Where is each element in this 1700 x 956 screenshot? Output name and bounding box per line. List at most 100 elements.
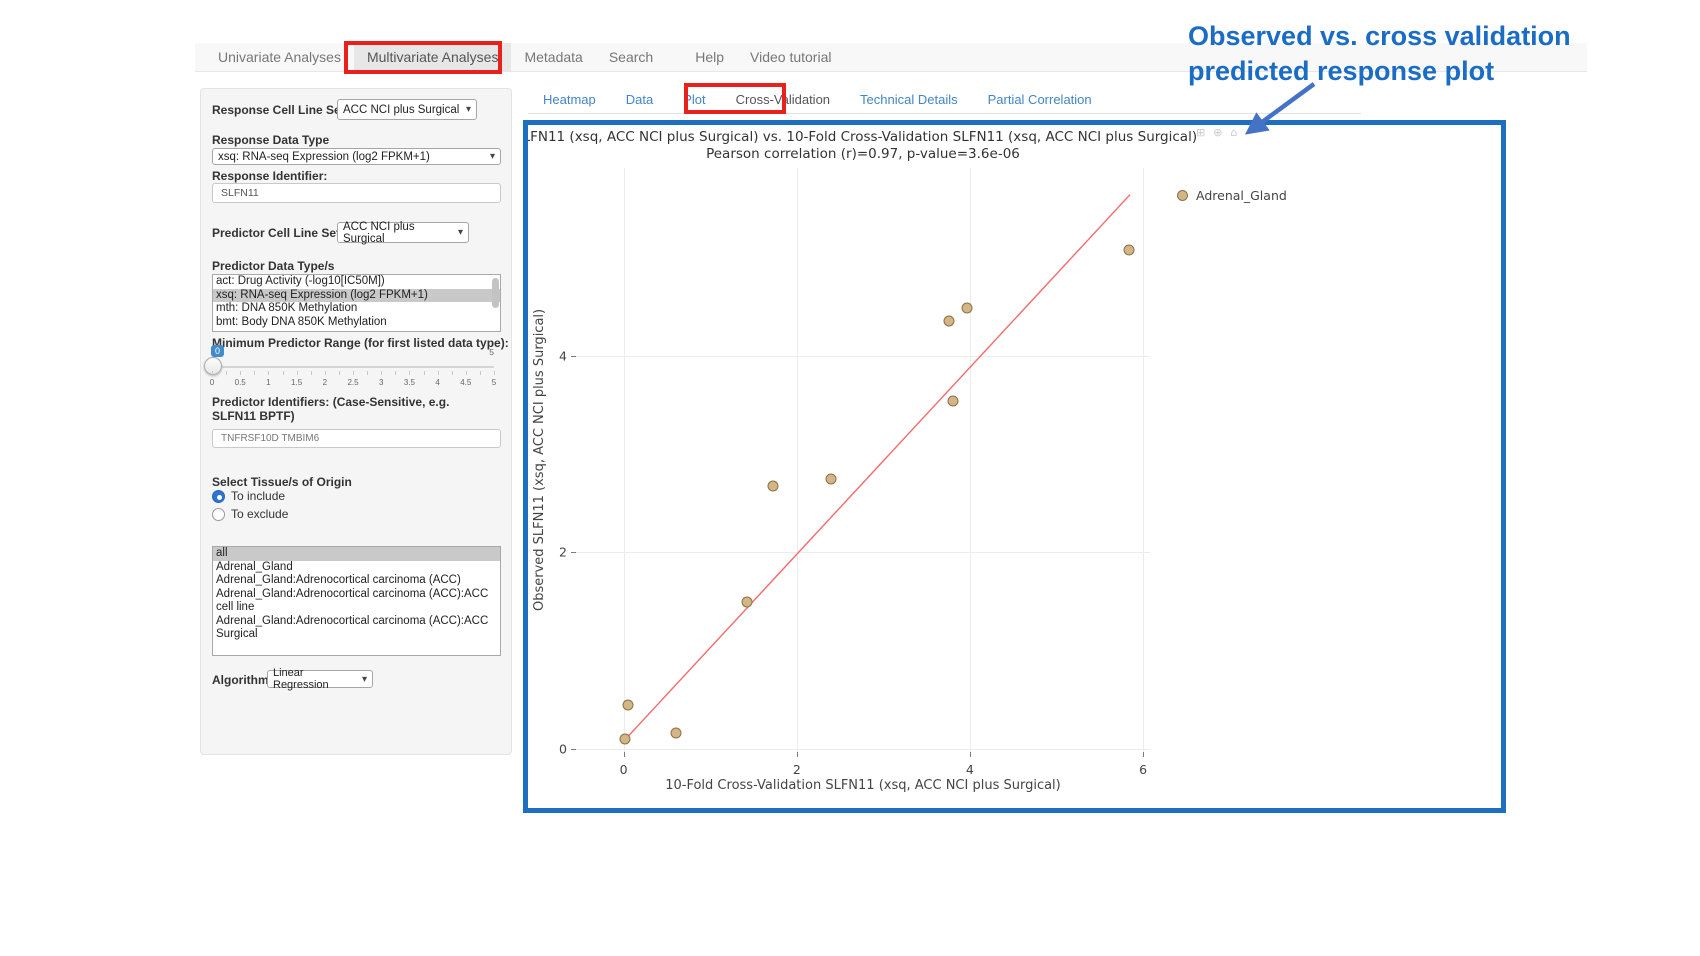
- predictor-cell-line-set-select[interactable]: ACC NCI plus Surgical ▾: [337, 221, 469, 245]
- data-point[interactable]: [1123, 244, 1135, 256]
- annotation-text: Observed vs. cross validation predicted …: [1188, 19, 1571, 89]
- x-tick-mark: [1143, 752, 1145, 757]
- result-tabs: Heatmap Data Plot Cross-Validation Technical…: [528, 86, 1107, 113]
- tissue-option[interactable]: Adrenal_Gland:Adrenocortical carcinoma (…: [216, 587, 489, 614]
- y-tick-mark: [571, 552, 576, 554]
- x-gridline: [1143, 168, 1145, 752]
- predictor-data-type-option[interactable]: bmt: Body DNA 850K Methylation: [216, 315, 387, 328]
- predictor-identifiers-input[interactable]: TNFRSF10D TMBIM6: [212, 429, 501, 448]
- data-point[interactable]: [741, 596, 753, 608]
- predictor-data-type-option[interactable]: mth: DNA 850K Methylation: [216, 302, 358, 314]
- data-point[interactable]: [767, 480, 778, 492]
- plotly-modebar: ⊞ ⊕ ⌂: [1196, 126, 1237, 139]
- tab-data[interactable]: Data: [625, 92, 654, 107]
- tissue-option[interactable]: all: [213, 547, 500, 561]
- tab-heatmap[interactable]: Heatmap: [543, 92, 596, 107]
- y-gridline: [576, 749, 1150, 751]
- slider-max-label: 5: [489, 347, 494, 357]
- slider-tick-mark: [395, 371, 397, 375]
- response-data-type-select[interactable]: xsq: RNA-seq Expression (log2 FPKM+1) ▾: [212, 148, 501, 165]
- response-identifier-input[interactable]: SLFN11: [212, 183, 501, 203]
- predictor-data-type-option[interactable]: xsq: RNA-seq Expression (log2 FPKM+1): [213, 288, 500, 302]
- tab-plot[interactable]: Plot: [683, 92, 706, 107]
- slider-handle[interactable]: [204, 357, 222, 375]
- data-point[interactable]: [943, 315, 955, 327]
- chevron-down-icon: ▾: [457, 227, 463, 238]
- tissue-option[interactable]: Adrenal_Gland: [216, 560, 293, 573]
- tissue-exclude-label: To exclude: [231, 507, 289, 521]
- x-gridline: [796, 168, 798, 752]
- nav-item-univariate-analyses[interactable]: Univariate Analyses: [218, 49, 341, 65]
- data-point[interactable]: [670, 727, 682, 739]
- chart-title: SLFN11 (xsq, ACC NCI plus Surgical) vs. …: [523, 129, 1198, 145]
- slider-tick-label: 2: [322, 378, 328, 387]
- tissue-include-radio[interactable]: To include: [212, 489, 285, 503]
- tab-cross-validation[interactable]: Cross-Validation: [735, 92, 831, 107]
- data-point[interactable]: [961, 302, 973, 314]
- tissue-option[interactable]: Adrenal_Gland:Adrenocortical carcinoma (…: [216, 614, 489, 641]
- slider-tick-mark: [212, 371, 213, 375]
- legend-marker-icon: [1177, 190, 1188, 201]
- slider-tick-mark: [409, 371, 411, 375]
- slider-tick-mark: [310, 371, 312, 375]
- slider-value-bubble: 0: [211, 345, 225, 357]
- home-icon[interactable]: ⌂: [1230, 126, 1238, 139]
- nav-item-search[interactable]: Search: [608, 49, 654, 65]
- slider-tick-mark: [465, 371, 467, 375]
- data-point[interactable]: [619, 733, 631, 745]
- nav-item-metadata[interactable]: Metadata: [524, 49, 583, 65]
- predictor-data-types-listbox[interactable]: act: Drug Activity (-log10[IC50M]) xsq: R…: [212, 274, 501, 332]
- x-tick-mark: [796, 752, 798, 757]
- slider-tick-mark: [338, 371, 340, 375]
- tissue-origin-listbox[interactable]: all Adrenal_Gland Adrenal_Gland:Adrenocort…: [212, 546, 501, 656]
- algorithm-select[interactable]: Linear Regression ▾: [267, 667, 373, 691]
- x-tick-label: 6: [1139, 762, 1148, 777]
- response-cell-line-set-value: ACC NCI plus Surgical: [343, 103, 460, 116]
- data-point[interactable]: [622, 699, 634, 711]
- data-point[interactable]: [947, 395, 959, 407]
- predictor-data-type-option[interactable]: act: Drug Activity (-log10[IC50M]): [216, 275, 385, 287]
- y-tick-label: 0: [559, 741, 567, 757]
- nav-item-help[interactable]: Help: [695, 49, 724, 65]
- annotation-line-2: predicted response plot: [1188, 56, 1495, 86]
- slider-tick-mark: [254, 371, 256, 375]
- predictor-data-types-label: Predictor Data Type/s: [212, 259, 335, 273]
- tab-technical-details[interactable]: Technical Details: [860, 92, 958, 107]
- x-gridline: [969, 168, 971, 752]
- slider-tick-mark: [479, 371, 481, 375]
- tabs-underline: [528, 113, 1361, 114]
- camera-icon[interactable]: ⊞: [1196, 126, 1206, 139]
- response-cell-line-set-label: Response Cell Line Set: [212, 103, 345, 117]
- nav-item-video-tutorial[interactable]: Video tutorial: [750, 49, 832, 65]
- predictor-identifiers-value: TNFRSF10D TMBIM6: [221, 433, 320, 444]
- chevron-down-icon: ▾: [489, 151, 495, 162]
- slider-tick-mark: [437, 371, 439, 375]
- slider-track[interactable]: [212, 366, 494, 368]
- slider-tick-label: 4.5: [460, 378, 472, 387]
- plot-area[interactable]: 0 2 4 6 0 2 4: [559, 168, 1150, 777]
- response-cell-line-set-select[interactable]: ACC NCI plus Surgical ▾: [337, 99, 477, 120]
- tab-partial-correlation[interactable]: Partial Correlation: [987, 92, 1092, 107]
- chevron-down-icon: ▾: [361, 673, 367, 685]
- legend-label: Adrenal_Gland: [1196, 188, 1287, 203]
- tissue-option[interactable]: Adrenal_Gland:Adrenocortical carcinoma (…: [216, 574, 461, 586]
- radio-unselected-icon: [212, 507, 225, 521]
- x-tick-label: 4: [965, 762, 974, 777]
- slider-tick-mark: [494, 371, 495, 375]
- min-predictor-range-slider[interactable]: 0 5 0 0.5 1 1.5 2 2.5 3 3.5 4 4.5 5: [204, 345, 497, 391]
- nav-item-multivariate-analyses[interactable]: Multivariate Analyses: [353, 43, 512, 71]
- y-axis-title: Observed SLFN11 (xsq, ACC NCI plus Surgi…: [532, 308, 547, 612]
- zoom-icon[interactable]: ⊕: [1213, 126, 1223, 139]
- slider-tick-label: 5: [491, 378, 497, 387]
- legend-item-adrenal-gland[interactable]: Adrenal_Gland: [1177, 188, 1287, 203]
- scrollbar-thumb[interactable]: [492, 278, 499, 308]
- tissue-exclude-radio[interactable]: To exclude: [212, 507, 288, 521]
- slider-tick-mark: [226, 371, 228, 375]
- cross-validation-plot-panel: SLFN11 (xsq, ACC NCI plus Surgical) vs. …: [523, 120, 1506, 813]
- slider-tick-label: 0: [209, 378, 215, 387]
- y-tick-mark: [571, 749, 576, 751]
- slider-tick-mark: [423, 371, 425, 375]
- data-point[interactable]: [825, 473, 837, 485]
- slider-tick-mark: [353, 371, 354, 375]
- predictor-cell-line-set-label: Predictor Cell Line Set: [212, 226, 341, 240]
